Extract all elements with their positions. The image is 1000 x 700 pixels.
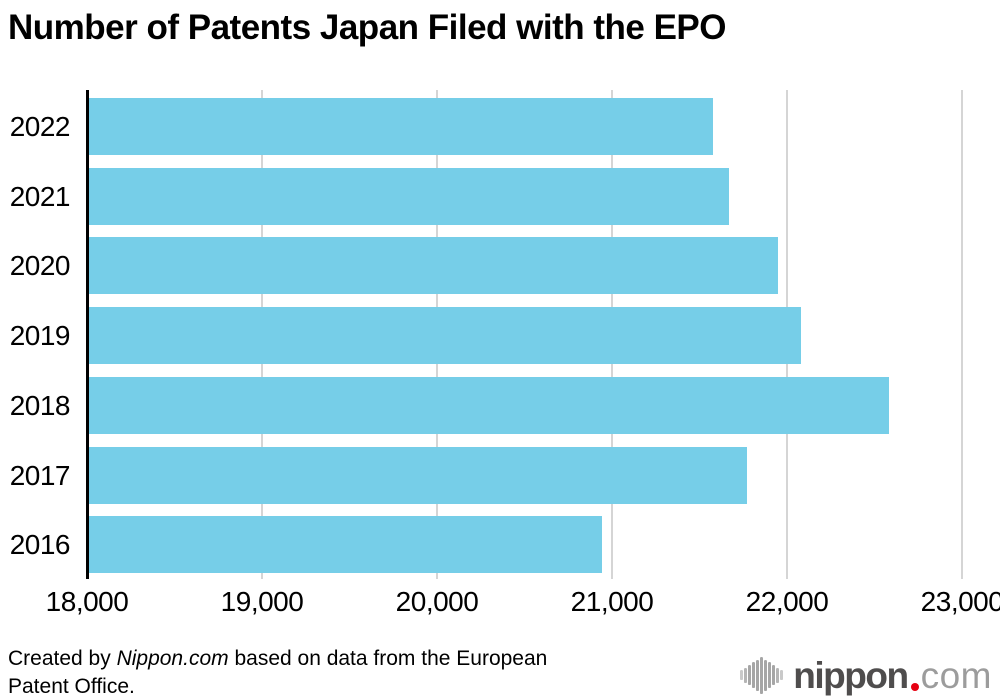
waveform-bar [744,667,748,683]
tick-label-22000: 22,000 [745,586,829,617]
waveform-bar [740,670,744,680]
year-label-2017: 2017 [9,459,71,491]
page-title: Number of Patents Japan Filed with the E… [8,8,727,47]
year-label-2022: 2022 [9,111,71,142]
bar-2018 [89,376,890,434]
logo-text-com: com [920,654,992,696]
tick-label-18000: 18,000 [45,586,129,617]
year-label-2019: 2019 [9,320,71,352]
waveform-bar [780,670,783,680]
year-label-2016: 2016 [9,529,71,561]
bar-2019 [89,307,801,365]
logo-text-nippon: nippon [793,654,909,696]
year-label-2018: 2018 [9,389,71,421]
plot-area [86,90,963,579]
bar-2017 [89,446,747,504]
credit-prefix: Created by [8,647,117,670]
tick-label-19000: 19,000 [220,586,304,617]
waveform-bar [748,665,752,685]
waveform-bar [768,662,771,688]
nippon-logo: nippon com [740,652,992,698]
footer-credit: Created by Nippon.com based on data from… [8,645,558,700]
bar-chart: 2022 2021 2020 2019 2018 2017 2016 18,000 19,00… [9,90,1000,617]
year-label-2020: 2020 [9,250,71,282]
waveform-bar [760,656,763,694]
y-axis-line [86,90,89,579]
tick-label-23000: 23,000 [920,586,1000,617]
gridline [961,90,963,579]
waveform-bar [752,662,756,688]
tick-label-20000: 20,000 [395,586,479,617]
waveform-bar [776,667,779,683]
bar-2020 [89,237,779,295]
tick-label-21000: 21,000 [570,586,654,617]
year-label-2021: 2021 [9,180,71,212]
credit-suffix: based on data from the European Patent O… [8,647,548,698]
credit-source: Nippon.com [116,647,229,670]
waveform-bar [764,659,767,691]
logo-text: nippon com [793,657,992,694]
waveform-bar [772,665,775,685]
bar-2021 [89,167,730,225]
waveform-bar [756,659,759,691]
waveform-bars-icon [740,656,784,694]
bar-2022 [89,98,713,155]
bar-2016 [89,516,602,574]
logo-dot-icon [910,682,919,691]
